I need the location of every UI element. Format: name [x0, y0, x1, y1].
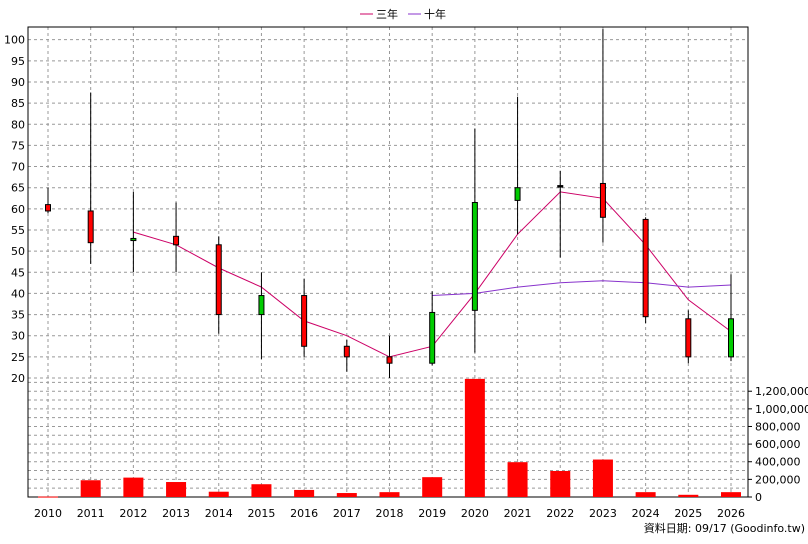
price-tick-label: 55 — [11, 224, 25, 237]
price-tick-label: 100 — [4, 34, 25, 47]
candle-body — [599, 182, 606, 218]
data-date-footer: 資料日期: 09/17 (Goodinfo.tw) — [644, 521, 805, 535]
price-tick-label: 50 — [11, 245, 25, 258]
volume-tick-label: 800,000 — [755, 420, 801, 433]
volume-tick-label: 0 — [755, 491, 762, 504]
price-tick-label: 30 — [11, 330, 25, 343]
year-tick-label: 2018 — [376, 507, 404, 520]
year-tick-label: 2010 — [34, 507, 62, 520]
volume-bar — [379, 492, 400, 497]
year-tick-label: 2014 — [205, 507, 233, 520]
price-tick-label: 70 — [11, 161, 25, 174]
candle-body — [45, 204, 51, 212]
volume-bar — [251, 484, 272, 497]
year-tick-label: 2013 — [162, 507, 190, 520]
candle-body — [130, 237, 137, 242]
volume-tick-label: 1,000,000 — [755, 403, 808, 416]
volume-bar — [294, 489, 315, 497]
year-tick-label: 2020 — [461, 507, 489, 520]
year-tick-label: 2025 — [674, 507, 702, 520]
volume-tick-label: 600,000 — [755, 438, 801, 451]
volume-bar — [592, 459, 613, 497]
volume-bar — [635, 492, 656, 497]
candle-body — [728, 318, 734, 358]
year-tick-label: 2019 — [418, 507, 446, 520]
price-tick-label: 20 — [11, 372, 25, 385]
price-tick-label: 80 — [11, 118, 25, 131]
price-tick-label: 35 — [11, 309, 25, 322]
volume-bar — [336, 493, 357, 497]
price-tick-label: 65 — [11, 182, 25, 195]
year-tick-label: 2021 — [504, 507, 532, 520]
price-tick-label: 60 — [11, 203, 25, 216]
candle-body — [301, 295, 308, 347]
candle-body — [429, 311, 436, 364]
year-tick-label: 2026 — [717, 507, 745, 520]
year-tick-label: 2024 — [632, 507, 660, 520]
ten-year-average-line — [432, 280, 732, 296]
volume-bar — [123, 477, 144, 497]
volume-bar — [507, 462, 528, 497]
legend-label-three-year: 三年 — [376, 7, 398, 21]
candle-body — [514, 187, 521, 201]
volume-bar — [550, 470, 571, 497]
volume-bar — [678, 494, 699, 497]
price-tick-label: 45 — [11, 266, 25, 279]
candle-body — [471, 202, 478, 311]
candle-body — [343, 345, 350, 358]
price-tick-label: 85 — [11, 97, 25, 110]
price-tick-label: 25 — [11, 351, 25, 364]
year-tick-label: 2022 — [546, 507, 574, 520]
candle-body — [557, 185, 564, 188]
volume-bar — [166, 482, 187, 497]
volume-tick-label: 400,000 — [755, 456, 801, 469]
volume-bar — [208, 491, 229, 497]
volume-bars — [38, 378, 741, 498]
volume-bar — [464, 378, 485, 497]
legend-label-ten-year: 十年 — [424, 7, 446, 21]
volume-bar — [721, 492, 741, 497]
axes: 202530354045505560657075808590951000200,… — [4, 26, 808, 520]
price-tick-label: 95 — [11, 55, 25, 68]
candle-body — [642, 218, 649, 318]
year-tick-label: 2012 — [119, 507, 147, 520]
candle-body — [173, 235, 180, 246]
volume-bar — [80, 480, 101, 497]
volume-tick-label: 200,000 — [755, 473, 801, 486]
volume-bar — [38, 496, 58, 498]
year-tick-label: 2015 — [247, 507, 275, 520]
price-tick-label: 90 — [11, 76, 25, 89]
grid — [28, 27, 748, 498]
price-tick-label: 75 — [11, 139, 25, 152]
candles — [45, 29, 734, 378]
legend: 三年 十年 — [360, 7, 446, 21]
year-tick-label: 2017 — [333, 507, 361, 520]
candle-body — [386, 356, 393, 364]
candle-body — [215, 244, 222, 316]
candle-body — [87, 210, 94, 244]
volume-tick-label: 1,200,000 — [755, 385, 808, 398]
year-tick-label: 2023 — [589, 507, 617, 520]
year-tick-label: 2016 — [290, 507, 318, 520]
candle-body — [258, 295, 265, 316]
candle-body — [685, 318, 692, 358]
volume-bar — [422, 477, 443, 497]
year-tick-label: 2011 — [77, 507, 105, 520]
price-tick-label: 40 — [11, 287, 25, 300]
